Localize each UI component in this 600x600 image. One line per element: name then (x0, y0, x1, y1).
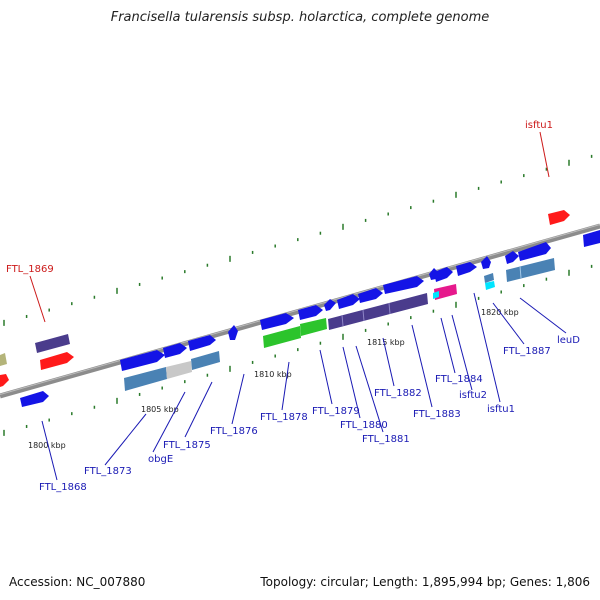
kbp-label-1815: 1815 kbp (367, 338, 405, 347)
label-ftl-1883: FTL_1883 (413, 409, 461, 420)
gene-b14[interactable] (505, 251, 519, 264)
genes-forward-strand (0, 210, 600, 407)
kbp-label-1805: 1805 kbp (141, 405, 179, 414)
scale-ticks-top (3, 154, 593, 326)
gene-red-1[interactable] (40, 352, 74, 370)
gene-red-edge[interactable] (0, 374, 9, 387)
gene-b15[interactable] (518, 242, 551, 261)
gene-ftl-1875[interactable] (191, 351, 220, 370)
label-ftl-1880: FTL_1880 (340, 420, 388, 431)
label-isftu1-top: isftu1 (525, 120, 553, 131)
gene-labels: FTL_1869 isftu1 FTL_1868 FTL_1873 obgE F… (6, 120, 580, 493)
kbp-label-1810: 1810 kbp (254, 370, 292, 379)
gene-green-2[interactable] (300, 318, 327, 336)
gene-ftl-1873[interactable] (120, 350, 165, 371)
label-ftl-1869: FTL_1869 (6, 264, 54, 275)
gene-b3[interactable] (188, 335, 216, 351)
gene-obge[interactable] (166, 361, 192, 379)
label-ftl-1868: FTL_1868 (39, 482, 87, 493)
label-ftl-1873: FTL_1873 (84, 466, 132, 477)
scale-ticks-bottom (3, 264, 593, 436)
gene-isftu2[interactable] (433, 291, 439, 299)
label-isftu2: isftu2 (459, 390, 487, 401)
gene-b6[interactable] (324, 299, 336, 311)
label-leud: leuD (557, 335, 580, 346)
accession-label: Accession: NC_007880 (9, 575, 146, 589)
label-ftl-1882: FTL_1882 (374, 388, 422, 399)
gene-ftl-1869[interactable] (35, 334, 70, 353)
gene-green-1[interactable] (263, 326, 301, 348)
gene-edge-right[interactable] (583, 230, 600, 247)
gene-ftl-1876[interactable] (228, 325, 238, 340)
label-ftl-1876: FTL_1876 (210, 426, 258, 437)
gene-b2[interactable] (163, 343, 187, 358)
gene-olive[interactable] (0, 353, 7, 366)
gene-b11[interactable] (434, 267, 453, 282)
gene-b7[interactable] (337, 294, 360, 309)
map-title: Francisella tularensis subsp. holarctica… (110, 10, 490, 25)
kbp-label-1800: 1800 kbp (28, 441, 66, 450)
gene-isftu1-red[interactable] (548, 210, 570, 225)
gene-steel-small[interactable] (484, 273, 494, 283)
gene-purple-run[interactable] (328, 293, 428, 330)
label-ftl-1887: FTL_1887 (503, 346, 551, 357)
label-obge: obgE (148, 454, 173, 465)
gene-magenta[interactable] (434, 284, 457, 300)
gene-b12[interactable] (456, 262, 477, 276)
label-ftl-1878: FTL_1878 (260, 412, 308, 423)
gene-b9[interactable] (383, 276, 424, 294)
gene-leud-steel[interactable] (506, 258, 555, 282)
label-ftl-1881: FTL_1881 (362, 434, 410, 445)
label-ftl-1879: FTL_1879 (312, 406, 360, 417)
gene-steel-1[interactable] (124, 367, 167, 391)
label-ftl-1875: FTL_1875 (163, 440, 211, 451)
gene-b8[interactable] (358, 288, 383, 303)
gene-ftl-1868[interactable] (20, 391, 49, 407)
label-leader-lines (29, 131, 567, 481)
gene-b13[interactable] (481, 256, 491, 269)
label-isftu1-bottom: isftu1 (487, 404, 515, 415)
gene-ftl-1878-fwd[interactable] (260, 313, 294, 330)
label-ftl-1884: FTL_1884 (435, 374, 483, 385)
gene-isftu1-cyan[interactable] (485, 281, 495, 290)
topology-label: Topology: circular; Length: 1,895,994 bp… (260, 575, 590, 589)
gene-b5[interactable] (298, 305, 323, 320)
